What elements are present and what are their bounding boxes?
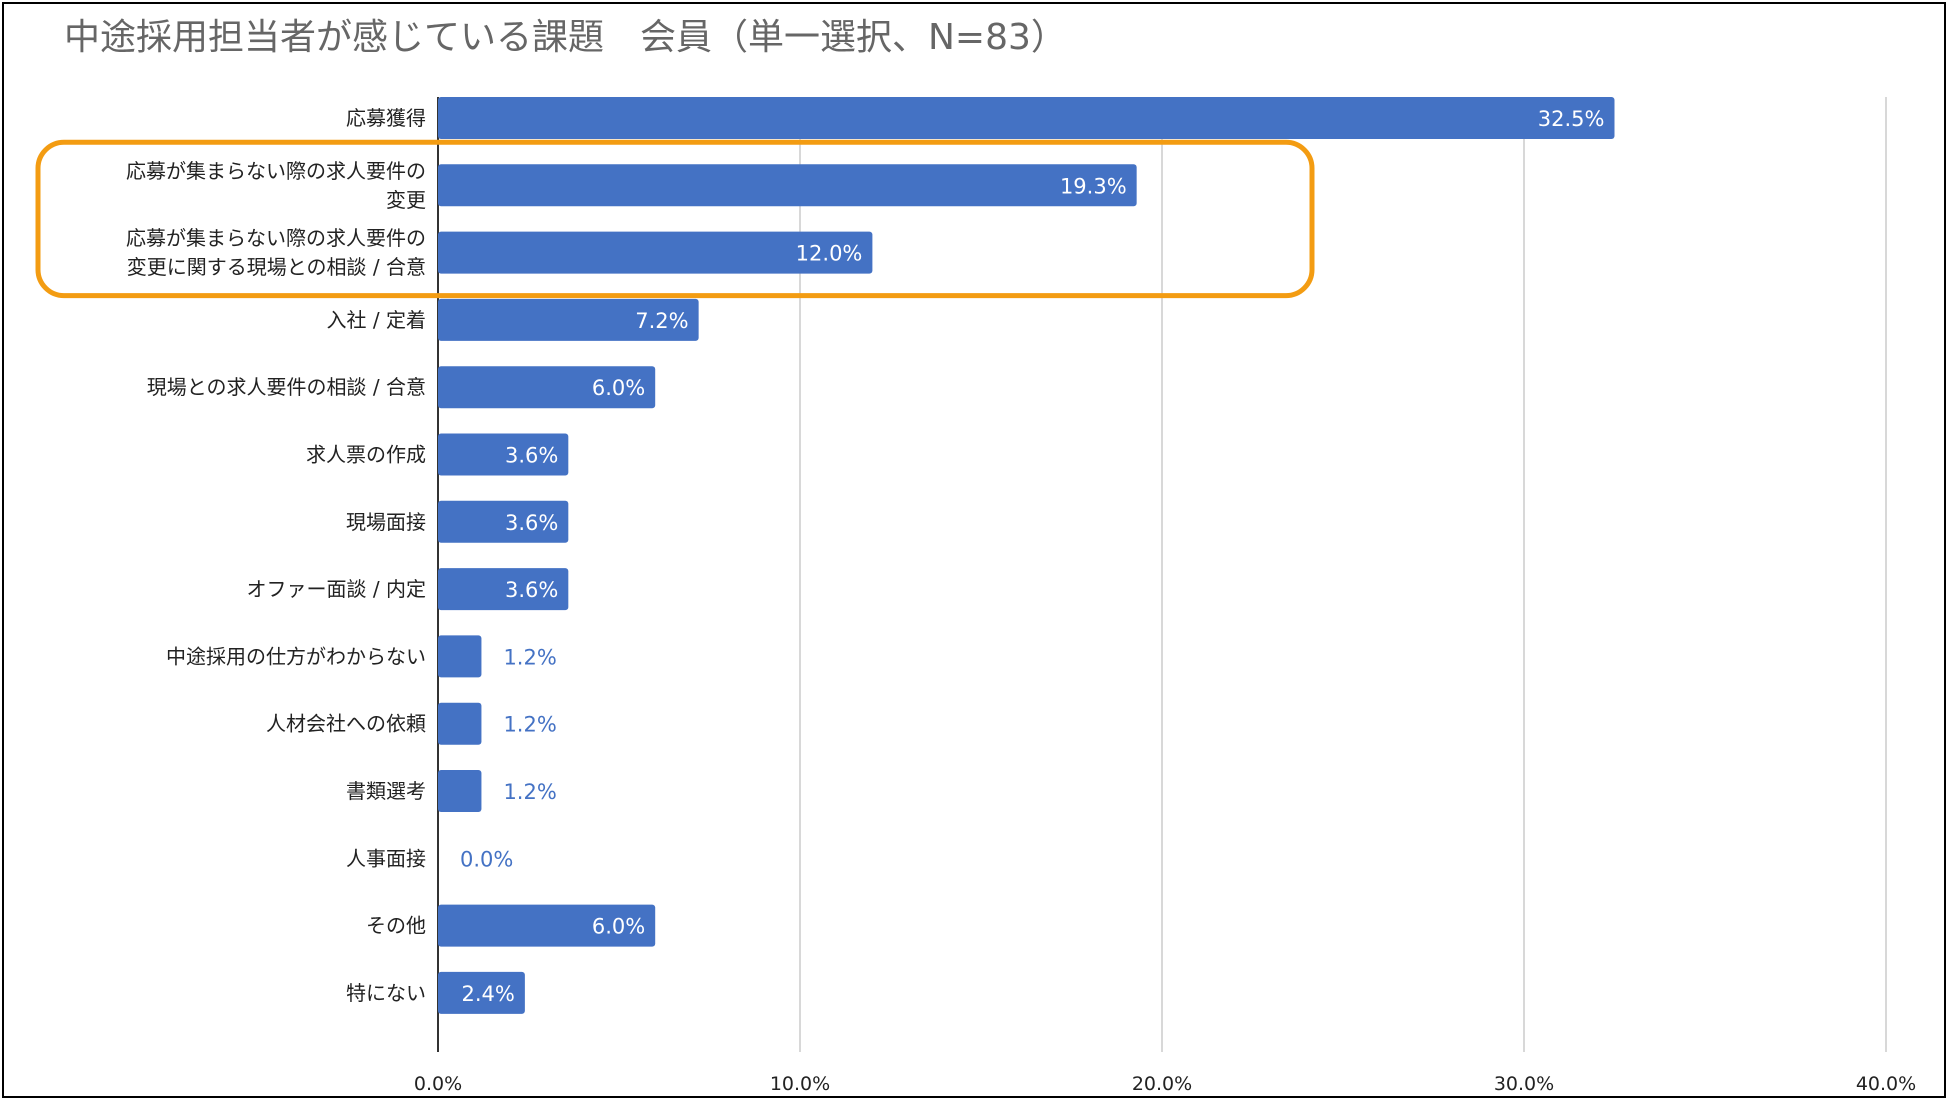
data-label: 32.5% — [1538, 107, 1605, 131]
bar — [438, 500, 569, 543]
category-label: 特にない — [346, 981, 426, 1005]
chart-title: 中途採用担当者が感じている課題 会員（単一選択、N=83） — [64, 17, 1067, 58]
bar — [438, 904, 656, 947]
data-label: 7.2% — [635, 309, 688, 333]
category-label: 求人票の作成 — [306, 443, 426, 467]
category-label: 入社 / 定着 — [327, 308, 426, 332]
category-label: 応募が集まらない際の求人要件の — [126, 226, 426, 250]
category-label: 変更に関する現場との相談 / 合意 — [127, 255, 426, 279]
data-label: 1.2% — [503, 780, 556, 804]
x-tick-label: 30.0% — [1494, 1073, 1554, 1095]
x-tick-label: 0.0% — [414, 1073, 462, 1095]
category-label: 変更 — [386, 188, 426, 212]
bar — [438, 366, 656, 409]
bar — [438, 298, 699, 341]
category-label: 中途採用の仕方がわからない — [166, 644, 426, 668]
bar — [438, 433, 569, 476]
data-label: 0.0% — [460, 847, 513, 871]
x-tick-label: 40.0% — [1856, 1073, 1916, 1095]
bar — [438, 97, 1615, 139]
data-label: 3.6% — [505, 578, 558, 602]
data-label: 3.6% — [505, 444, 558, 468]
data-label: 1.2% — [503, 713, 556, 737]
x-tick-label: 20.0% — [1132, 1073, 1192, 1095]
category-label: 現場面接 — [346, 510, 426, 534]
data-label: 19.3% — [1060, 174, 1127, 198]
bar — [438, 164, 1137, 207]
bar — [438, 231, 873, 274]
bar — [438, 635, 482, 678]
category-label: 応募が集まらない際の求人要件の — [126, 159, 426, 183]
category-label: 人事面接 — [346, 846, 426, 870]
bar — [438, 770, 482, 812]
data-label: 6.0% — [592, 376, 645, 400]
x-tick-label: 10.0% — [770, 1073, 830, 1095]
category-label: オファー面談 / 内定 — [247, 577, 426, 601]
category-label: 人材会社への依頼 — [266, 712, 426, 736]
category-label: 書類選考 — [346, 779, 426, 803]
bar — [438, 702, 482, 745]
bar — [438, 568, 569, 611]
category-label: その他 — [366, 914, 426, 938]
bar — [438, 971, 525, 1014]
category-label: 応募獲得 — [346, 106, 426, 130]
data-label: 3.6% — [505, 511, 558, 535]
data-label: 1.2% — [503, 645, 556, 669]
category-label: 現場との求人要件の相談 / 合意 — [147, 375, 426, 399]
highlight-box — [35, 139, 1315, 299]
data-label: 12.0% — [796, 242, 863, 266]
data-label: 2.4% — [462, 982, 515, 1006]
data-label: 6.0% — [592, 915, 645, 939]
